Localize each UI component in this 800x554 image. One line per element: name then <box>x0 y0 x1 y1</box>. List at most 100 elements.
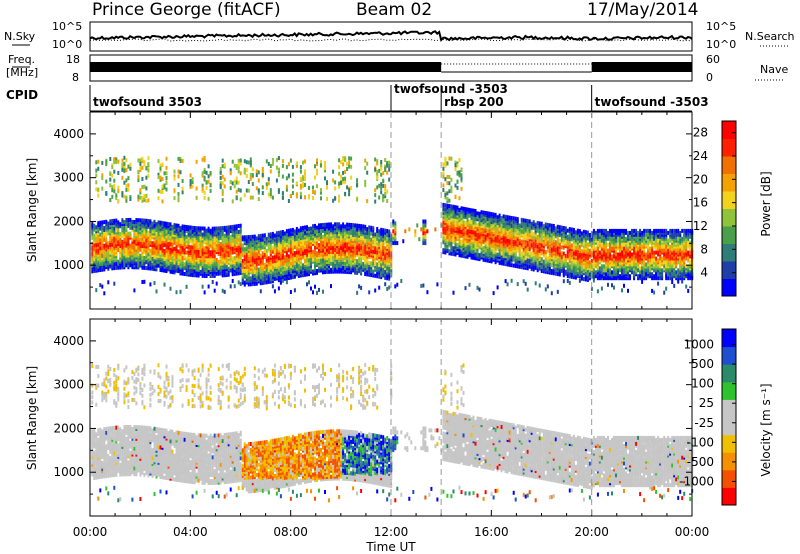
heatmap-cell <box>127 176 130 181</box>
heatmap-cell <box>510 223 513 228</box>
heatmap-cell <box>542 224 545 229</box>
heatmap-cell <box>295 250 298 255</box>
heatmap-cell <box>516 217 519 222</box>
heatmap-cell <box>297 228 300 233</box>
heatmap-cell <box>500 251 503 256</box>
heatmap-cell <box>530 229 533 234</box>
heatmap-cell <box>277 167 280 172</box>
heatmap-cell <box>378 195 381 200</box>
heatmap-cell <box>474 248 477 253</box>
heatmap-cell <box>257 267 260 272</box>
heatmap-cell <box>173 174 176 179</box>
heatmap-cell <box>494 246 497 251</box>
heatmap-cell <box>261 191 264 196</box>
heatmap-cell <box>111 194 114 199</box>
heatmap-cell <box>314 223 316 228</box>
heatmap-cell <box>203 196 206 200</box>
heatmap-cell <box>304 225 306 230</box>
heatmap-cell <box>382 261 385 266</box>
heatmap-cell <box>155 289 158 294</box>
heatmap-cell <box>221 226 224 231</box>
heatmap-cell <box>302 175 304 180</box>
heatmap-cell <box>386 161 389 166</box>
heatmap-cell <box>338 249 341 254</box>
heatmap-cell <box>241 253 244 258</box>
heatmap-cell <box>532 255 535 260</box>
heatmap-cell <box>326 238 328 243</box>
heatmap-cell <box>382 193 385 198</box>
heatmap-cell <box>538 221 541 226</box>
heatmap-cell <box>308 270 310 275</box>
heatmap-cell <box>229 268 232 273</box>
heatmap-cell <box>456 163 459 168</box>
heatmap-cell <box>191 177 194 182</box>
heatmap-cell <box>233 224 236 229</box>
heatmap-cell <box>486 258 489 263</box>
heatmap-cell <box>302 245 304 250</box>
heatmap-cell <box>368 260 371 265</box>
heatmap-cell <box>388 160 391 165</box>
heatmap-cell <box>442 188 445 192</box>
heatmap-cell <box>454 183 457 188</box>
heatmap-cell <box>201 258 204 263</box>
heatmap-cell <box>203 158 206 163</box>
heatmap-cell <box>538 239 541 244</box>
heatmap-cell <box>295 258 298 263</box>
heatmap-cell <box>302 181 304 186</box>
heatmap-cell <box>508 235 511 240</box>
heatmap-cell <box>203 177 206 182</box>
heatmap-cell <box>149 256 152 261</box>
heatmap-cell <box>291 164 294 169</box>
freq-bar-block <box>591 62 692 72</box>
heatmap-cell <box>249 248 252 253</box>
heatmap-cell <box>454 195 457 199</box>
heatmap-cell <box>308 185 310 190</box>
heatmap-cell <box>233 163 236 168</box>
heatmap-cell <box>261 233 264 238</box>
heatmap-cell <box>474 220 477 225</box>
heatmap-cell <box>374 193 377 198</box>
heatmap-cell <box>458 207 461 212</box>
heatmap-cell <box>239 233 242 238</box>
heatmap-cell <box>229 235 232 239</box>
noise-left-tick-bottom: 10^0 <box>52 38 82 51</box>
heatmap-cell <box>458 221 461 226</box>
heatmap-cell <box>448 198 451 203</box>
heatmap-cell <box>299 169 302 174</box>
heatmap-cell <box>374 254 377 259</box>
heatmap-cell <box>502 214 505 219</box>
heatmap-cell <box>498 253 501 257</box>
heatmap-cell <box>239 188 242 193</box>
heatmap-cell <box>358 257 361 262</box>
heatmap-cell <box>287 240 290 245</box>
heatmap-cell <box>458 158 461 162</box>
heatmap-cell <box>380 160 383 164</box>
heatmap-cell <box>233 179 236 184</box>
heatmap-cell <box>195 239 198 244</box>
heatmap-cell <box>320 240 322 245</box>
heatmap-cell <box>165 229 168 234</box>
heatmap-cell <box>249 235 252 239</box>
heatmap-cell <box>297 238 300 243</box>
heatmap-cell <box>444 203 447 208</box>
heatmap-cell <box>346 161 349 166</box>
heatmap-cell <box>133 223 136 228</box>
heatmap-cell <box>257 170 260 175</box>
heatmap-cell <box>245 235 248 240</box>
heatmap-cell <box>336 222 339 227</box>
heatmap-cell <box>165 253 168 258</box>
heatmap-cell <box>540 257 543 262</box>
heatmap-cell <box>454 205 457 210</box>
heatmap-cell <box>500 245 503 250</box>
heatmap-cell <box>444 219 447 223</box>
heatmap-cell <box>528 241 531 246</box>
heatmap-cell <box>434 227 437 232</box>
heatmap-cell <box>203 268 206 272</box>
heatmap-cell <box>360 285 363 290</box>
heatmap-cell <box>219 176 222 180</box>
heatmap-cell <box>235 189 238 194</box>
heatmap-cell <box>269 188 272 193</box>
heatmap-cell <box>472 208 475 213</box>
heatmap-cell <box>384 194 387 199</box>
noise-left-tick-top: 10^5 <box>52 20 82 33</box>
